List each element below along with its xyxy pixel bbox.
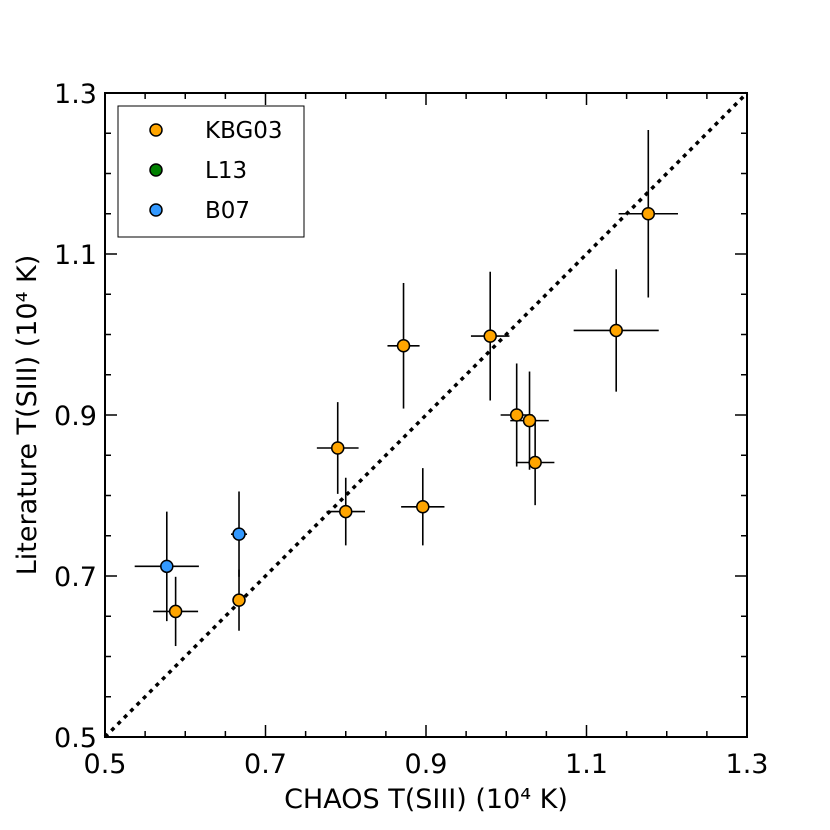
data-point-kbg03 [330, 441, 345, 455]
tick-layer [104, 92, 748, 738]
x-tick-label: 1.1 [565, 749, 608, 780]
data-point-b07 [160, 559, 174, 574]
data-point-kbg03 [339, 504, 353, 519]
tick-label-layer: 0.5 0.7 0.9 1.1 1.3 0.5 0.7 0.9 1.1 1.3 [54, 79, 768, 780]
data-point-kbg03 [522, 413, 537, 428]
reference-line-layer [103, 91, 749, 739]
data-point-kbg03 [609, 323, 623, 338]
x-axis-title: CHAOS T(SIII) (10⁴ K) [284, 784, 568, 815]
y-tick-label: 0.5 [54, 723, 97, 754]
y-axis-title: Literature T(SIII) (10⁴ K) [12, 255, 43, 576]
data-point-kbg03 [396, 339, 411, 353]
data-point-kbg03 [168, 604, 183, 619]
reference-line [103, 91, 749, 739]
x-tick-label: 0.5 [84, 749, 127, 780]
x-tick-label: 0.7 [244, 749, 287, 780]
legend-marker-kbg03 [149, 123, 163, 137]
data-point-kbg03 [232, 593, 246, 607]
y-tick-label: 1.1 [54, 240, 97, 271]
x-tick-label: 0.9 [405, 749, 448, 780]
data-point-kbg03 [528, 455, 542, 470]
data-point-layer [160, 207, 656, 619]
legend: KBG03 L13 B07 [117, 105, 305, 238]
legend-label-b07: B07 [205, 198, 250, 224]
legend-marker-b07 [149, 203, 163, 217]
legend-marker-l13 [149, 163, 163, 177]
y-tick-label: 0.7 [54, 562, 97, 593]
data-point-kbg03 [483, 329, 497, 343]
data-point-kbg03 [509, 408, 524, 422]
legend-label-kbg03: KBG03 [205, 118, 283, 144]
data-point-b07 [232, 527, 246, 541]
y-tick-label: 0.9 [54, 401, 97, 432]
data-point-kbg03 [641, 207, 656, 221]
y-tick-label: 1.3 [54, 79, 97, 110]
data-point-kbg03 [416, 500, 430, 514]
x-tick-label: 1.3 [726, 749, 769, 780]
legend-box [117, 105, 305, 238]
legend-label-l13: L13 [205, 158, 247, 184]
